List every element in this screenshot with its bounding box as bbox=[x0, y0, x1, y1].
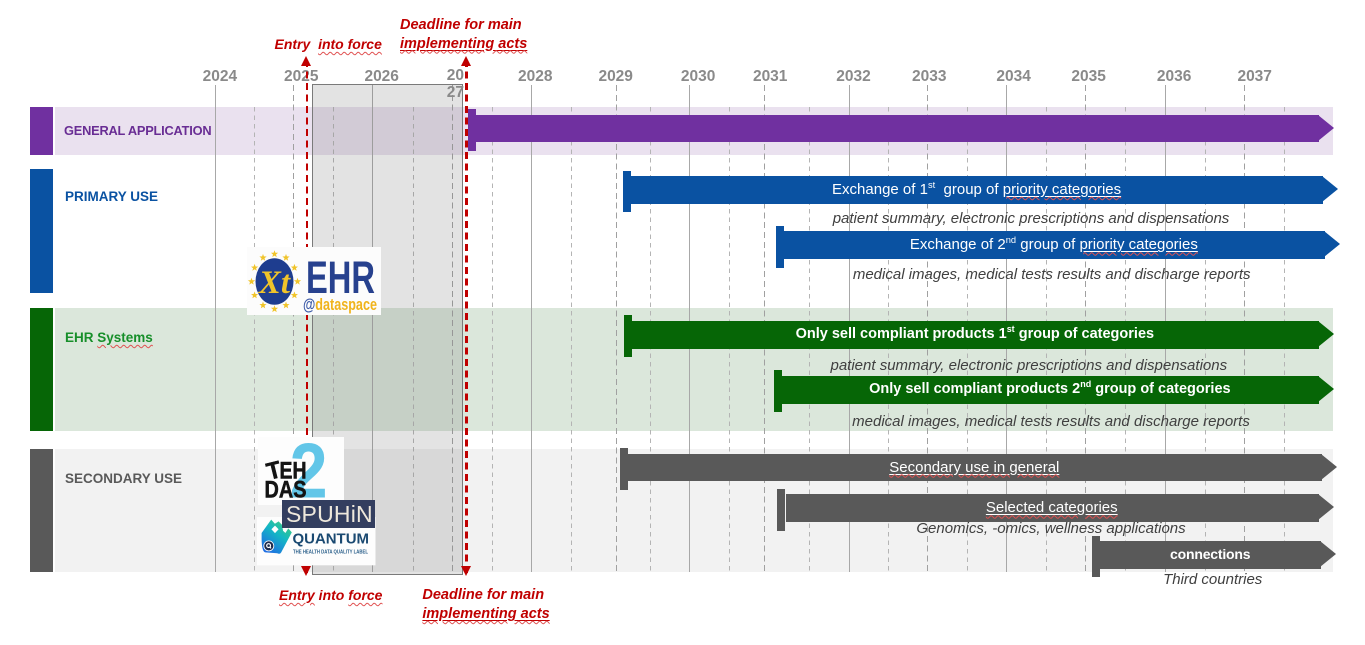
svg-text:EH: EH bbox=[279, 457, 306, 484]
svg-text:@dataspace: @dataspace bbox=[303, 295, 377, 314]
svg-text:2: 2 bbox=[289, 437, 327, 505]
svg-text:QUANTUM: QUANTUM bbox=[293, 531, 369, 548]
svg-text:EHR: EHR bbox=[306, 252, 375, 303]
svg-text:DAS: DAS bbox=[264, 476, 306, 503]
svg-text:Xt: Xt bbox=[258, 265, 291, 301]
svg-text:THE HEALTH DATA QUALITY LABEL: THE HEALTH DATA QUALITY LABEL bbox=[293, 550, 368, 556]
